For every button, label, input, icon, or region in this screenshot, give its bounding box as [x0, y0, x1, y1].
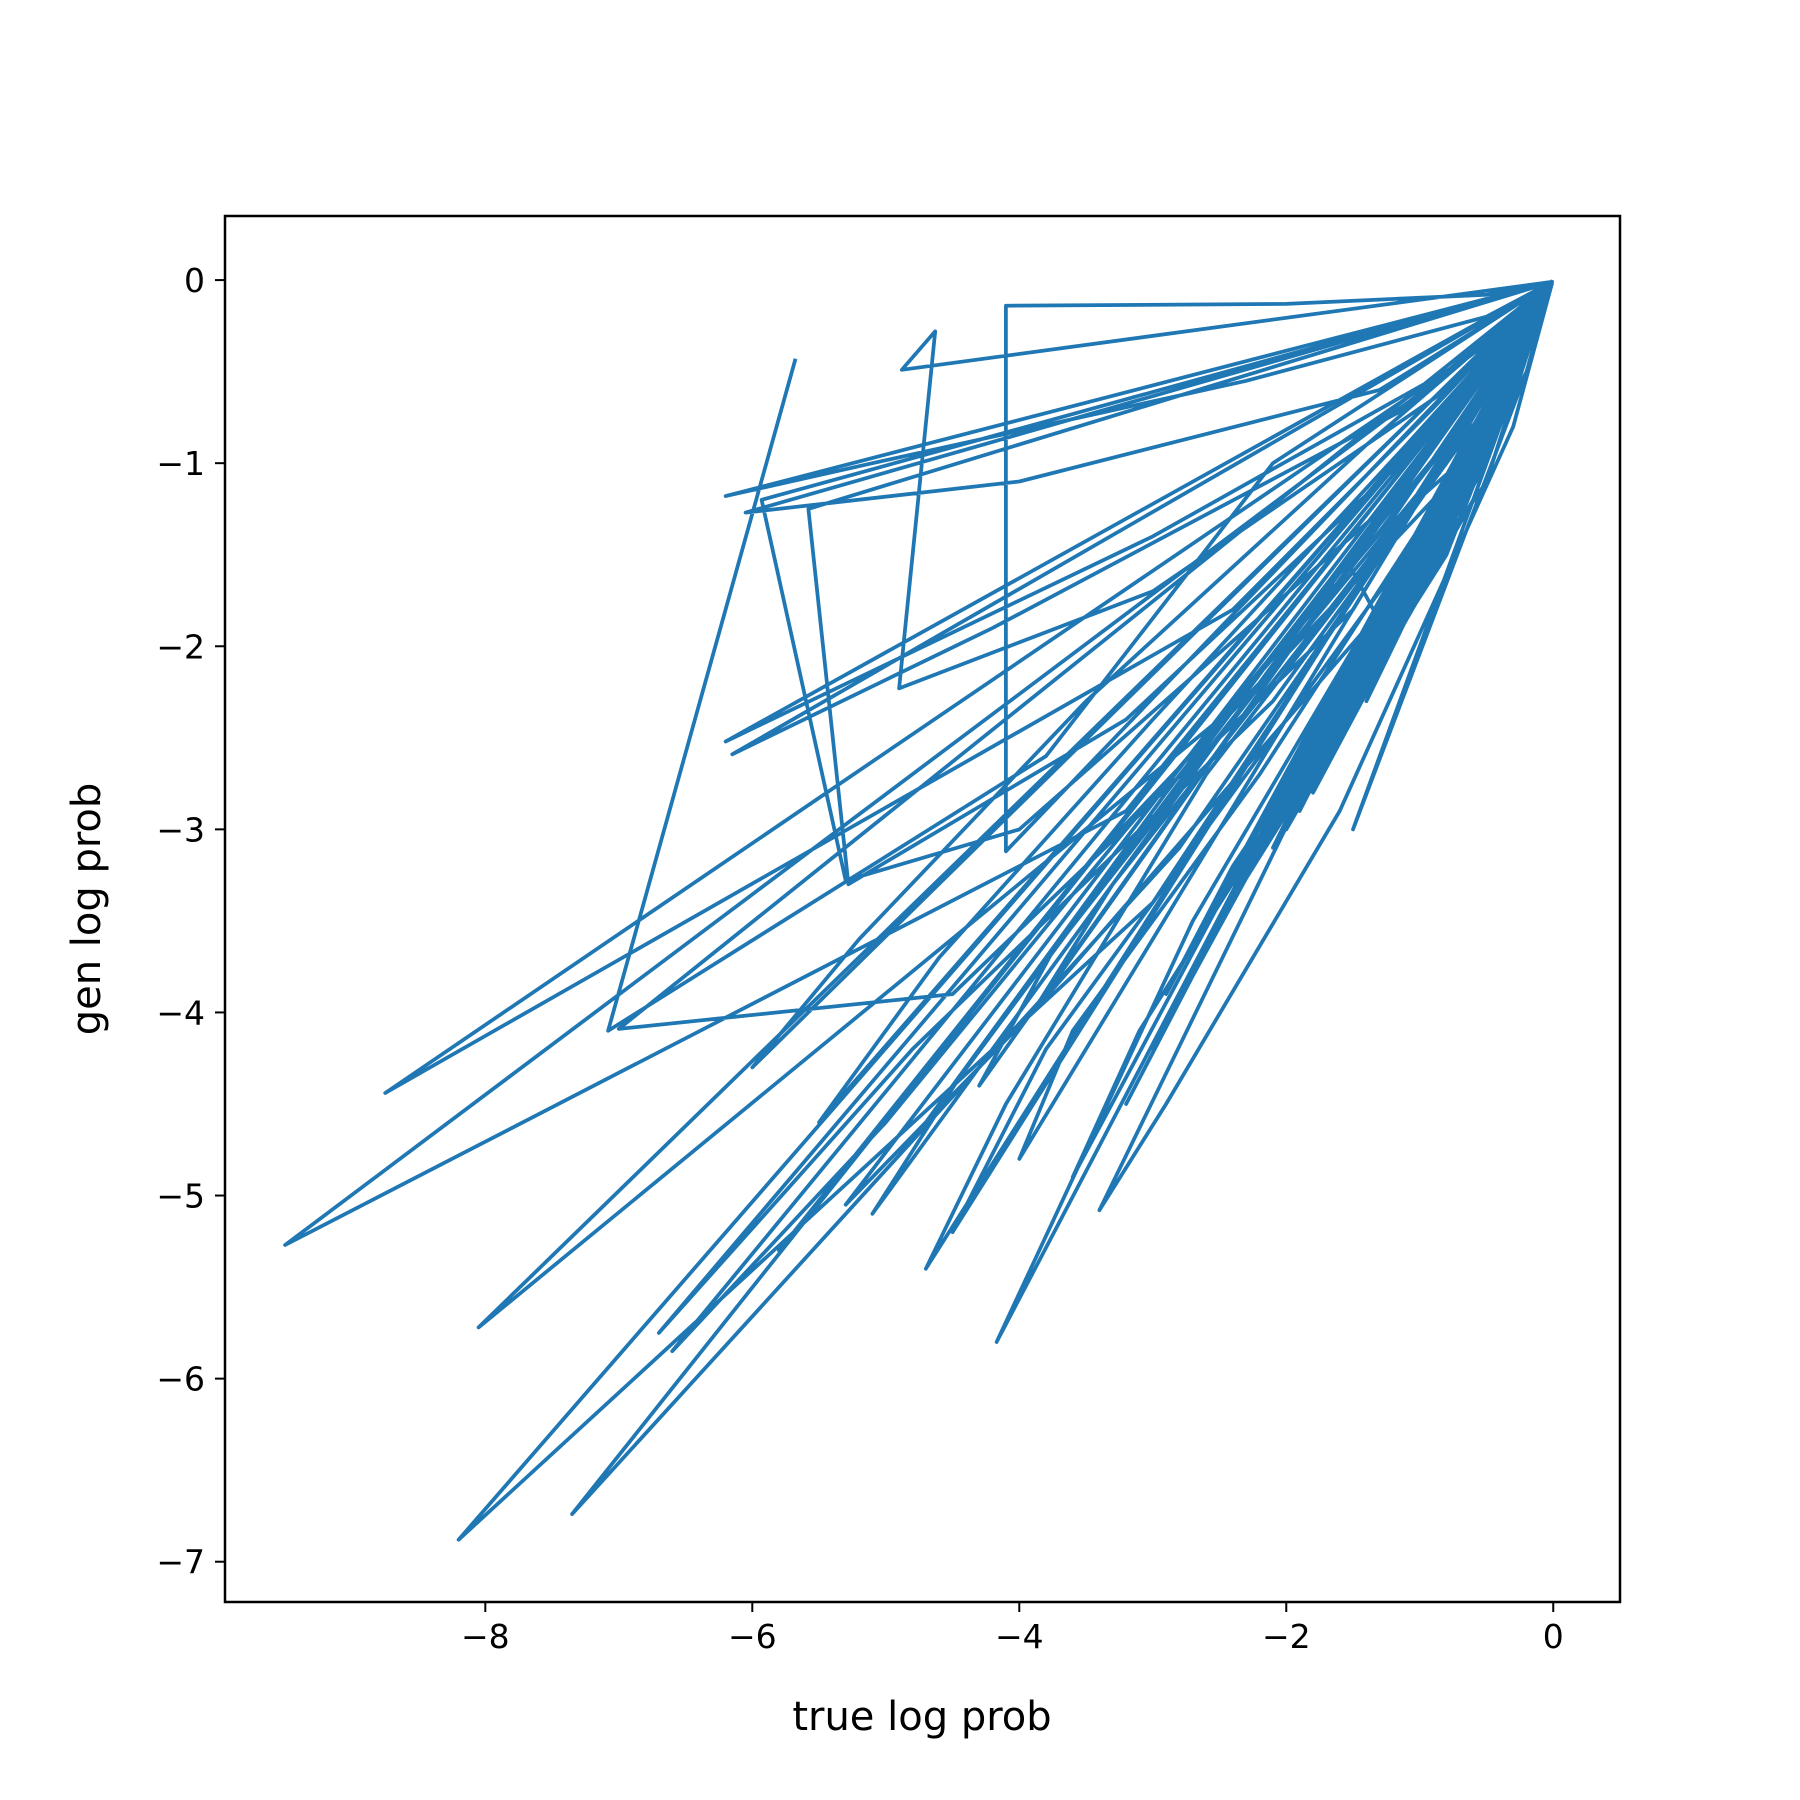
y-tick-label: −7 [156, 1543, 205, 1582]
x-axis-ticks: −8 −6 −4 −2 0 [461, 1602, 1564, 1656]
series-line [283, 279, 1555, 1542]
x-tick-label: 0 [1543, 1617, 1564, 1656]
axes-frame [223, 214, 1622, 1604]
y-axis-ticks: 0 −1 −2 −3 −4 −5 −6 −7 [156, 261, 225, 1582]
y-axis-label: gen log prob [64, 783, 110, 1036]
x-tick-label: −6 [728, 1617, 777, 1656]
y-tick-label: −4 [156, 993, 205, 1032]
x-tick-label: −2 [1262, 1617, 1311, 1656]
plot-area [283, 279, 1555, 1542]
y-tick-label: −5 [156, 1177, 205, 1216]
y-tick-label: −6 [156, 1360, 205, 1399]
x-tick-label: −8 [461, 1617, 510, 1656]
x-axis-label: true log prob [792, 1694, 1051, 1740]
x-tick-label: −4 [995, 1617, 1044, 1656]
y-tick-label: −2 [156, 627, 205, 666]
y-tick-label: 0 [184, 261, 205, 300]
y-tick-label: −3 [156, 810, 205, 849]
y-tick-label: −1 [156, 444, 205, 483]
